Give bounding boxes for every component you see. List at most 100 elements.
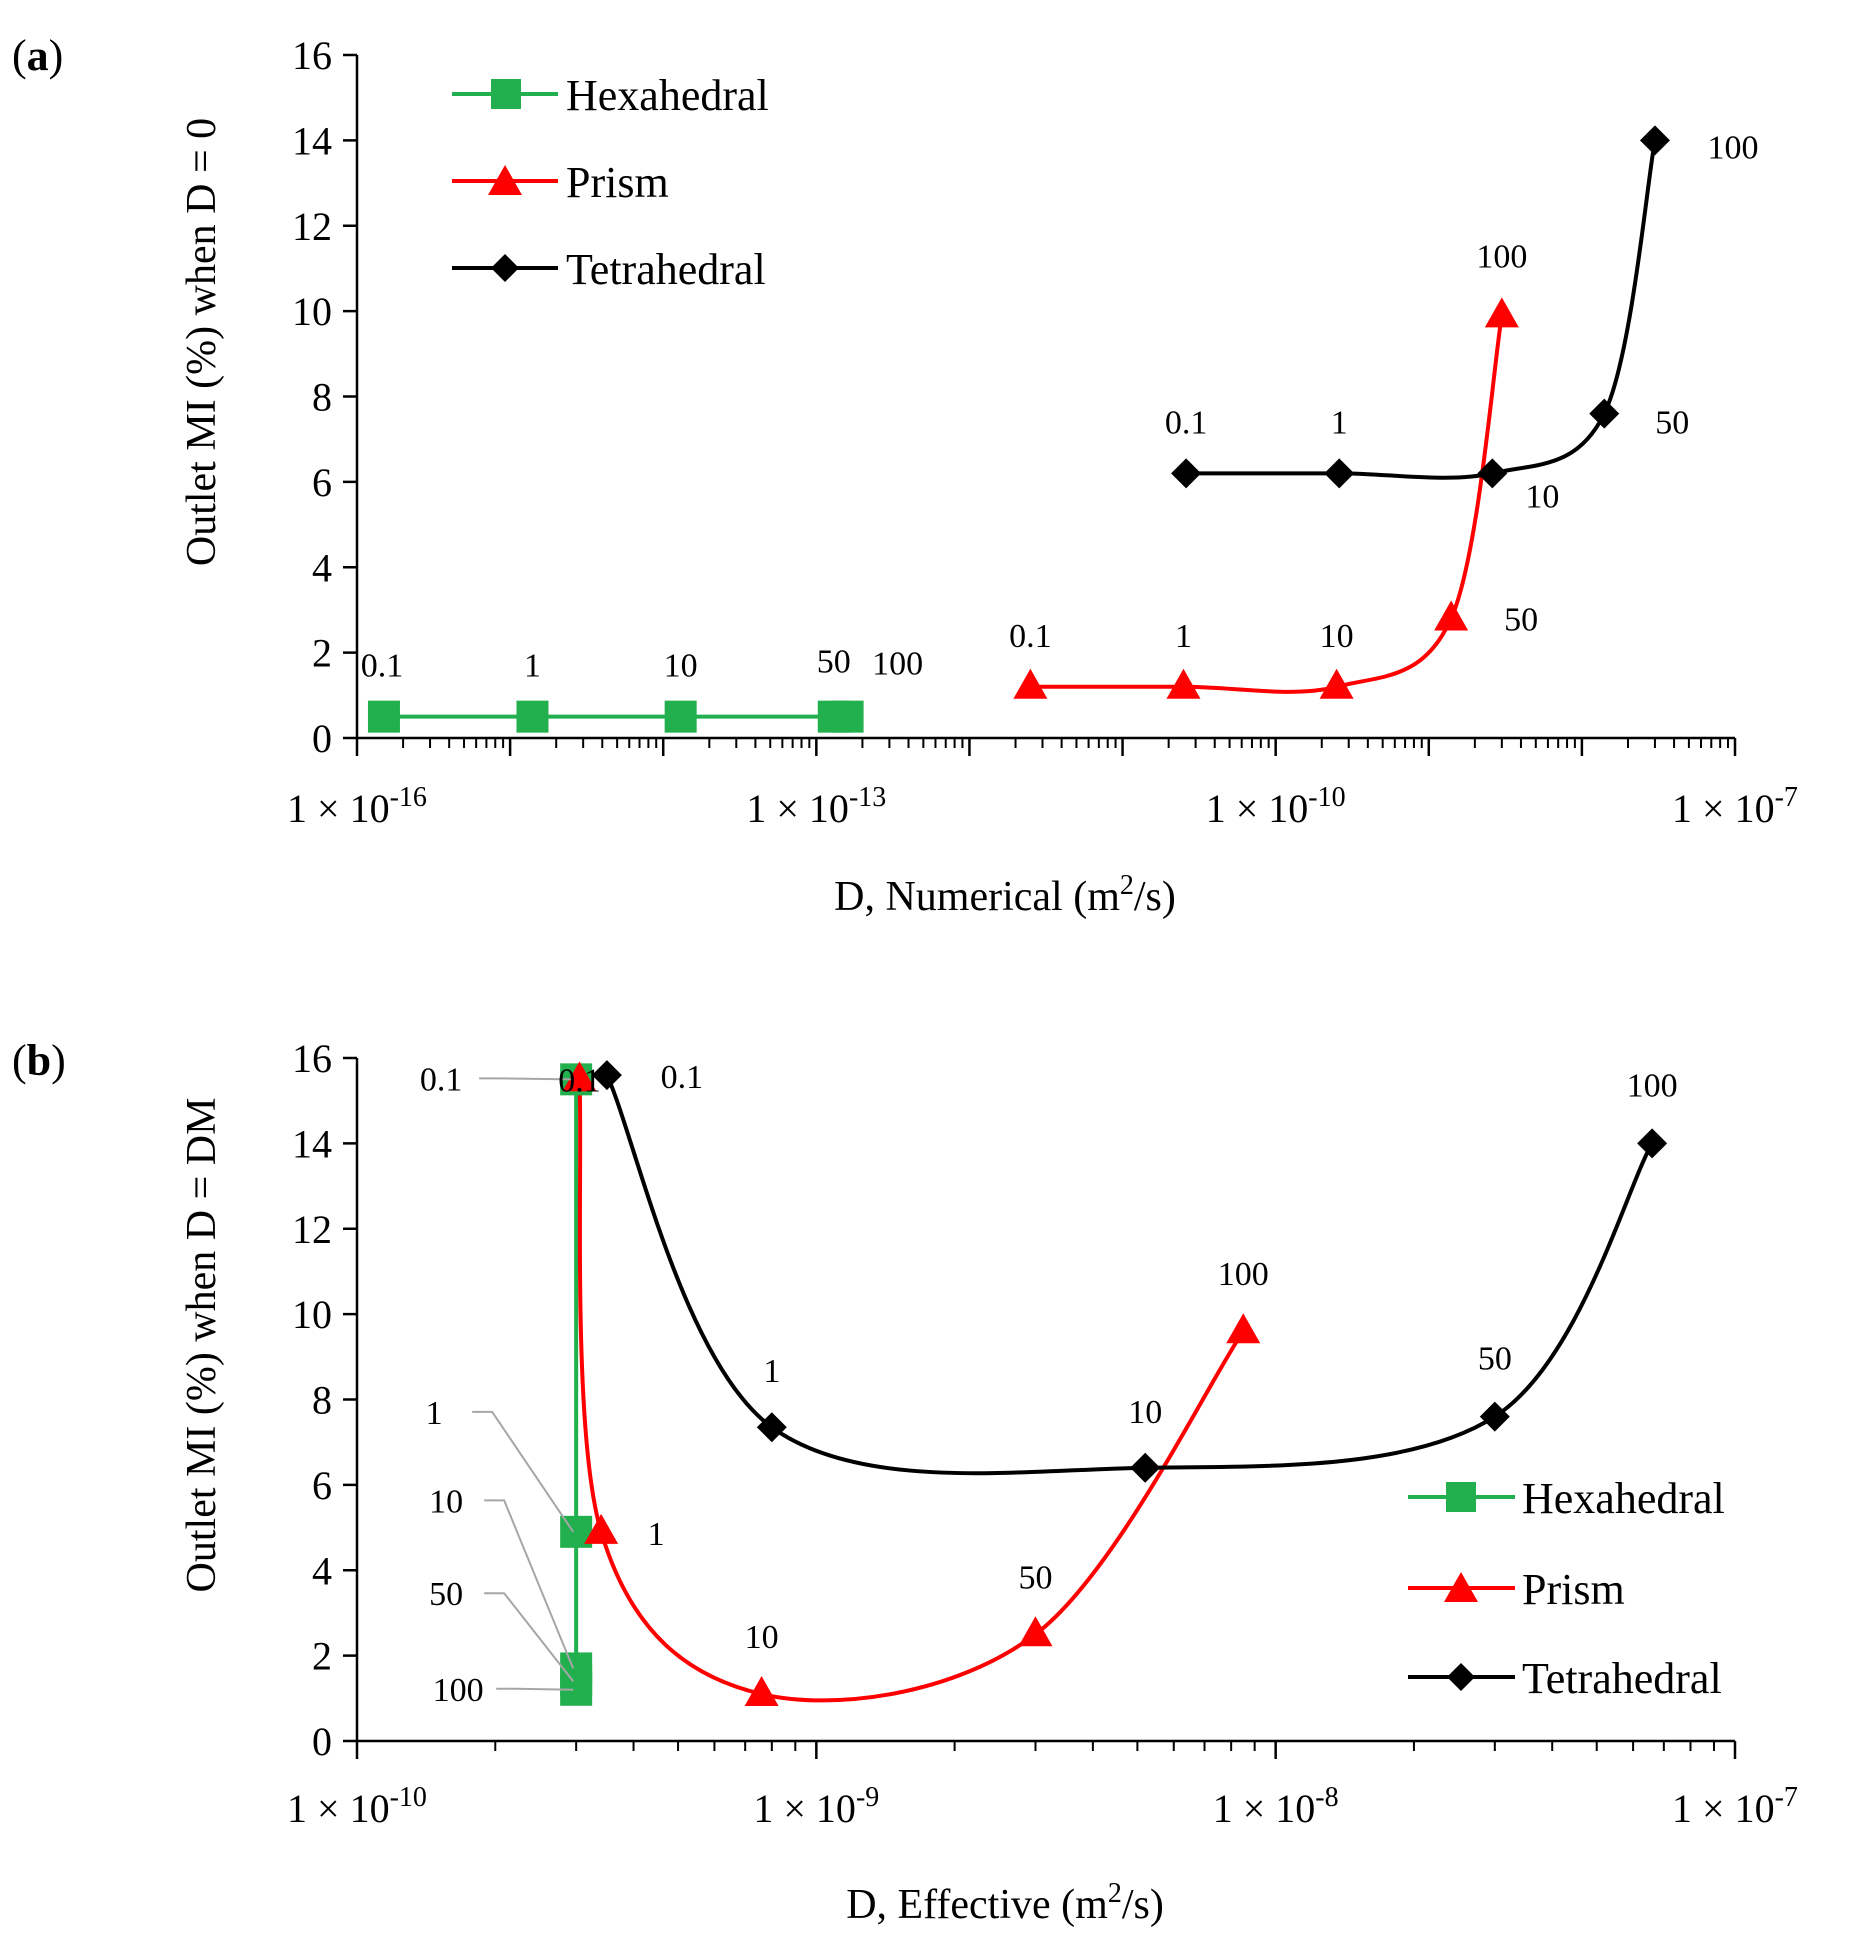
marker-hexahedral-a xyxy=(664,700,697,733)
point-label-prism-a: 50 xyxy=(1504,601,1538,638)
marker-tetrahedral-b xyxy=(1637,1128,1668,1159)
legend-label-tetrahedral-b: Tetrahedral xyxy=(1522,1654,1722,1703)
point-label-tetrahedral-b: 10 xyxy=(1128,1394,1162,1431)
legend-item-hexahedral-a: Hexahedral xyxy=(452,71,769,120)
x-tick-label-a: 1 × 10-16 xyxy=(287,782,427,831)
leader-line-hexahedral-b xyxy=(484,1592,574,1682)
marker-tetrahedral-a xyxy=(1171,458,1202,489)
point-label-hexahedral-b: 10 xyxy=(429,1483,463,1520)
y-tick-label-b: 12 xyxy=(292,1207,332,1252)
marker-tetrahedral-a xyxy=(1639,125,1670,156)
x-tick-label-b: 1 × 10-10 xyxy=(287,1782,427,1831)
x-tick-label-a: 1 × 10-13 xyxy=(746,782,886,831)
y-tick-label-a: 10 xyxy=(292,289,332,334)
point-labels-a: 0.1 1 10 50 100 0.1 1 10 50 100 0.1 1 10 50 100 xyxy=(361,129,1759,684)
legend-item-hexahedral-b: Hexahedral xyxy=(1408,1474,1725,1523)
series-line-tetrahedral-a xyxy=(1186,140,1657,480)
axes-a: 0 2 4 6 8 10 12 14 16 1 × 10-16 1 × 10-13 1 × 10-10… xyxy=(287,33,1798,831)
series-lines-b xyxy=(574,1074,1654,1703)
y-tick-label-a: 2 xyxy=(312,631,332,676)
point-label-hexahedral-b: 100 xyxy=(433,1672,484,1709)
leader-lines-b xyxy=(472,1077,575,1691)
x-tick-label-b: 1 × 10-8 xyxy=(1213,1782,1339,1831)
point-label-prism-a: 100 xyxy=(1476,238,1527,275)
legend-item-prism-a: Prism xyxy=(452,158,669,207)
y-tick-label-b: 4 xyxy=(312,1548,332,1593)
point-label-hexahedral-a: 0.1 xyxy=(361,648,404,685)
panel-a: (a) Outlet MI (%) when D = 0 D, Numerica… xyxy=(12,31,1798,920)
legend-label-hexahedral-a: Hexahedral xyxy=(566,71,769,120)
marker-prism-b xyxy=(1018,1616,1053,1647)
y-tick-label-a: 6 xyxy=(312,460,332,505)
marker-prism-a xyxy=(1484,297,1519,328)
point-label-hexahedral-a: 50 xyxy=(817,644,851,681)
marker-tetrahedral-b xyxy=(1479,1401,1510,1432)
legend-item-tetrahedral-b: Tetrahedral xyxy=(1408,1654,1722,1703)
series-line-prism-b xyxy=(577,1079,1245,1703)
point-label-hexahedral-a: 10 xyxy=(664,648,698,685)
point-label-prism-a: 1 xyxy=(1175,618,1192,655)
y-axis-title-a: Outlet MI (%) when D = 0 xyxy=(179,118,225,566)
point-label-hexahedral-b: 1 xyxy=(426,1395,443,1432)
y-tick-label-a: 4 xyxy=(312,545,332,590)
marker-prism-b xyxy=(1226,1313,1261,1344)
legend-label-prism-b: Prism xyxy=(1522,1565,1625,1614)
marker-tetrahedral-b xyxy=(591,1060,622,1091)
point-label-prism-b: 50 xyxy=(1018,1559,1052,1596)
point-label-tetrahedral-b: 1 xyxy=(763,1353,780,1390)
leader-line-hexahedral-b xyxy=(484,1499,575,1669)
leader-line-hexahedral-b xyxy=(472,1410,574,1533)
point-label-tetrahedral-a: 10 xyxy=(1525,478,1559,515)
point-label-hexahedral-a: 1 xyxy=(524,648,541,685)
y-tick-label-b: 10 xyxy=(292,1292,332,1337)
series-markers-a xyxy=(367,125,1670,733)
point-label-tetrahedral-a: 0.1 xyxy=(1165,404,1208,441)
series-line-prism-a xyxy=(1030,315,1504,694)
marker-tetrahedral-b xyxy=(756,1412,787,1443)
marker-prism-a xyxy=(1434,600,1469,631)
x-axis-title-a: D, Numerical (m2/s) xyxy=(834,870,1176,920)
marker-hexahedral-a xyxy=(367,700,400,733)
legend-a: Hexahedral Prism Tetrahedral xyxy=(452,71,769,294)
panel-label-b: (b) xyxy=(12,1036,66,1085)
legend-item-prism-b: Prism xyxy=(1408,1565,1625,1614)
leader-line-hexahedral-b xyxy=(479,1077,574,1081)
marker-prism-b xyxy=(744,1676,779,1707)
point-label-tetrahedral-b: 50 xyxy=(1478,1341,1512,1378)
y-tick-label-b: 14 xyxy=(292,1121,332,1166)
marker-tetrahedral-a xyxy=(1589,398,1620,429)
y-tick-label-b: 2 xyxy=(312,1634,332,1679)
x-tick-label-b: 1 × 10-7 xyxy=(1672,1782,1798,1831)
point-label-prism-a: 10 xyxy=(1320,618,1354,655)
point-label-tetrahedral-a: 1 xyxy=(1331,404,1348,441)
axes-b: 0 2 4 6 8 10 12 14 16 1 × 10-10 1 × 10-9 1 × 10-8 1 … xyxy=(287,1036,1798,1831)
y-axis-title-b: Outlet MI (%) when D = DM xyxy=(179,1098,225,1593)
marker-tetrahedral-a xyxy=(1324,458,1355,489)
legend-label-prism-a: Prism xyxy=(566,158,669,207)
panel-b: (b) Outlet MI (%) when D = DM D, Effecti… xyxy=(12,1036,1798,1928)
marker-tetrahedral-a xyxy=(1477,458,1508,489)
point-label-tetrahedral-a: 100 xyxy=(1707,129,1758,166)
point-label-hexahedral-b: 50 xyxy=(429,1576,463,1613)
marker-hexahedral-a xyxy=(516,700,549,733)
point-label-tetrahedral-b: 100 xyxy=(1627,1067,1678,1104)
x-tick-label-b: 1 × 10-9 xyxy=(753,1782,879,1831)
marker-hexahedral-a xyxy=(831,700,864,733)
x-tick-label-a: 1 × 10-10 xyxy=(1206,782,1346,831)
point-label-prism-b: 10 xyxy=(745,1619,779,1656)
legend-marker-hexahedral-b xyxy=(1446,1482,1476,1512)
marker-prism-a xyxy=(1319,668,1354,699)
marker-tetrahedral-b xyxy=(1130,1452,1161,1483)
y-tick-label-a: 8 xyxy=(312,375,332,420)
marker-prism-b xyxy=(562,1061,597,1092)
marker-prism-a xyxy=(1166,668,1201,699)
y-tick-label-a: 16 xyxy=(292,33,332,78)
y-tick-label-b: 8 xyxy=(312,1378,332,1423)
point-label-prism-a: 0.1 xyxy=(1009,618,1052,655)
legend-marker-hexahedral-a xyxy=(491,79,521,109)
point-labels-b: 0.1 1 10 50 100 0.1 1 10 50 100 0.1 1 10 50 100 xyxy=(420,1059,1678,1709)
y-tick-label-a: 12 xyxy=(292,204,332,249)
point-label-hexahedral-a: 100 xyxy=(872,646,923,683)
y-tick-label-b: 6 xyxy=(312,1463,332,1508)
x-axis-title-b: D, Effective (m2/s) xyxy=(846,1878,1164,1928)
